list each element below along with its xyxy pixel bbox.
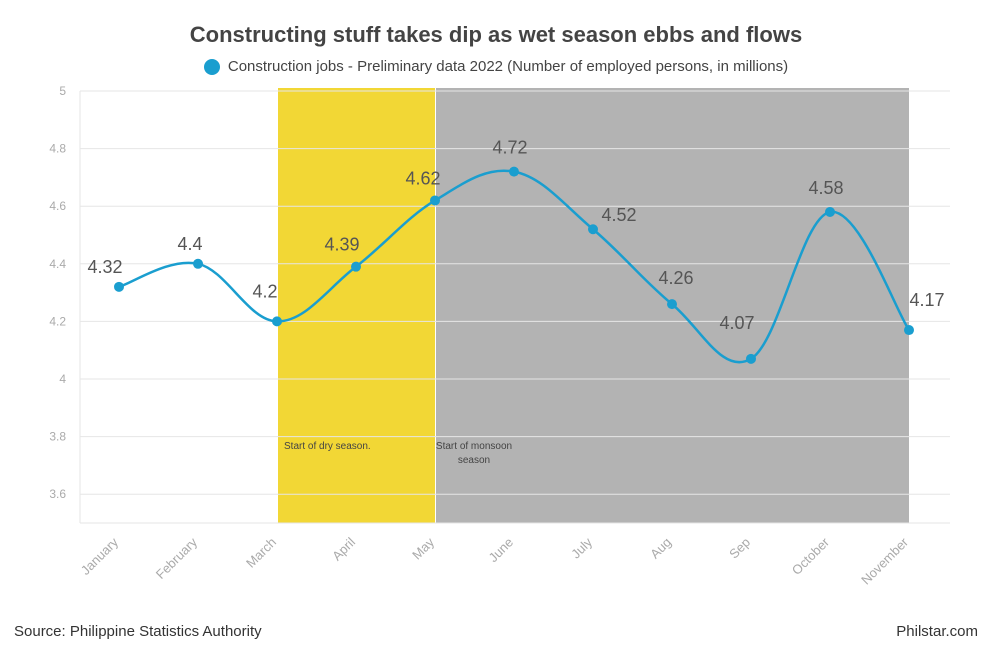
y-gridlines: [79, 90, 950, 524]
y-tick-label: 5: [59, 84, 66, 98]
dry-season-band: [278, 88, 435, 523]
data-point: [667, 299, 677, 310]
x-tick-label: November: [858, 534, 911, 587]
data-label: 4.2: [252, 281, 277, 301]
band-label: Start of monsoon: [436, 441, 512, 452]
y-tick-label: 4.4: [49, 257, 66, 271]
y-tick-label: 4.6: [49, 199, 66, 213]
chart-title: Constructing stuff takes dip as wet seas…: [189, 22, 803, 47]
y-axis-ticks: 3.6 3.8 4 4.2 4.4 4.6 4.8 5: [49, 84, 66, 501]
y-tick-label: 4: [59, 372, 66, 386]
data-point: [272, 316, 282, 327]
data-point: [746, 353, 756, 364]
data-point: [588, 224, 598, 235]
data-label: 4.62: [405, 168, 440, 188]
y-tick-label: 4.8: [49, 142, 66, 156]
x-tick-label: April: [329, 534, 358, 563]
legend-label: Construction jobs - Preliminary data 202…: [227, 58, 789, 75]
band-label: season: [458, 455, 490, 466]
data-label: 4.07: [719, 313, 754, 333]
data-labels: 4.32 4.4 4.2 4.39 4.62 4.72 4.52 4.26 4.07 4.58 4.…: [87, 138, 944, 333]
source-note: Source: Philippine Statistics Authority: [14, 623, 262, 640]
data-point: [904, 325, 914, 336]
series-line: [118, 169, 911, 364]
x-tick-label: Sep: [726, 535, 753, 562]
y-tick-label: 4.2: [49, 314, 66, 328]
x-tick-label: May: [409, 534, 437, 562]
y-tick-label: 3.6: [49, 487, 66, 501]
data-label: 4.17: [909, 290, 944, 310]
x-tick-label: July: [568, 534, 595, 561]
band-label: Start of dry season.: [284, 441, 371, 452]
data-point: [193, 258, 203, 269]
data-point: [430, 195, 440, 206]
data-label: 4.58: [808, 178, 843, 198]
data-point: [509, 166, 519, 177]
season-bands: [278, 88, 909, 523]
band-annotations: Start of dry season. Start of monsoon seas…: [284, 441, 512, 466]
chart-legend[interactable]: Construction jobs - Preliminary data 202…: [0, 58, 992, 75]
data-label: 4.52: [601, 205, 636, 225]
data-point: [825, 206, 835, 217]
series-path: [118, 169, 911, 364]
data-label: 4.39: [324, 235, 359, 255]
series-points: [114, 166, 914, 364]
x-tick-label: June: [486, 535, 517, 566]
x-tick-label: January: [78, 534, 122, 578]
data-point: [351, 261, 361, 272]
data-label: 4.4: [177, 234, 202, 254]
x-tick-label: March: [243, 535, 279, 571]
x-tick-label: October: [789, 534, 833, 578]
data-label: 4.32: [87, 257, 122, 277]
data-label: 4.26: [658, 268, 693, 288]
publisher-credit[interactable]: Philstar.com: [896, 623, 978, 640]
x-axis-ticks: January February March April May June July Aug S…: [78, 534, 912, 587]
y-tick-label: 3.8: [49, 430, 66, 444]
x-tick-label: February: [153, 534, 201, 582]
x-tick-label: Aug: [647, 535, 674, 562]
data-label: 4.72: [492, 138, 527, 158]
legend-marker: [203, 58, 220, 75]
data-point: [114, 281, 124, 292]
